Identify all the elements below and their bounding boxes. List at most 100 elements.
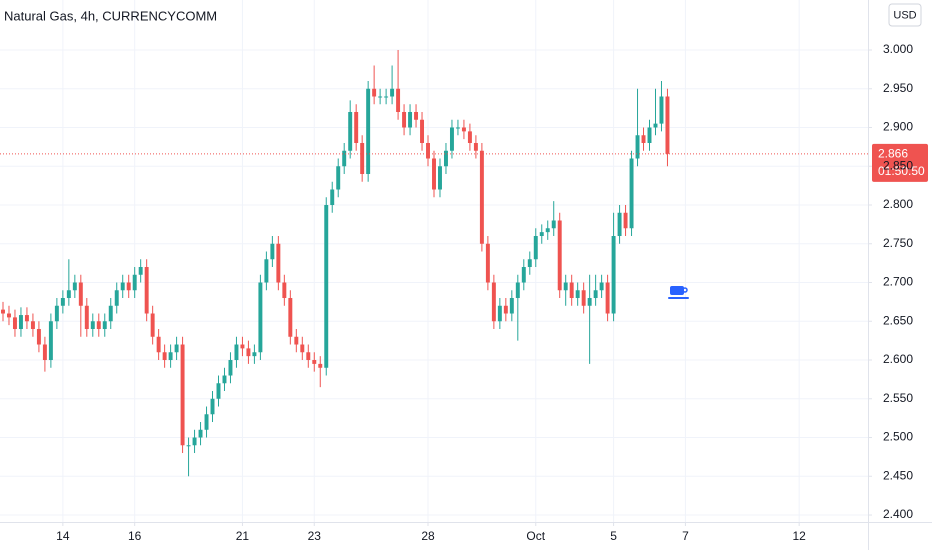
candle-body (438, 166, 442, 190)
candle-body (240, 344, 245, 349)
x-tick-label: 28 (421, 529, 435, 543)
cup-handle (682, 287, 688, 293)
candle-body (611, 236, 616, 314)
candle-body (270, 243, 275, 260)
candle-body (461, 127, 466, 132)
candle-body (90, 321, 95, 330)
candle-body (306, 352, 311, 361)
currency-button[interactable]: USD (888, 3, 922, 27)
candle-body (288, 298, 293, 337)
candle-body (563, 282, 568, 291)
candle-body (318, 363, 323, 368)
overlay: 2.866 01:50:50 (0, 143, 928, 182)
grid (0, 0, 868, 522)
candle-body (180, 344, 185, 446)
coffee-icon (668, 286, 689, 299)
candle-body (426, 142, 430, 159)
candle-body (282, 282, 287, 299)
candle-body (443, 150, 448, 167)
candle-body (126, 282, 131, 291)
y-tick-label: 2.700 (883, 275, 913, 289)
last-price-box (872, 143, 928, 182)
candle-body (503, 305, 508, 314)
candle-body (617, 212, 622, 237)
candle-body (665, 96, 670, 154)
y-tick-label: 2.850 (883, 158, 913, 172)
x-tick-label: 7 (682, 529, 689, 543)
candle-body (30, 321, 35, 330)
candle-body (551, 220, 556, 229)
candle-body (108, 305, 113, 322)
candle-body (210, 398, 215, 415)
x-tick-label: Oct (526, 529, 545, 543)
chart-title: Natural Gas, 4h, CURRENCYCOMM (4, 8, 217, 23)
candle-body (42, 344, 47, 361)
candle-body (414, 111, 419, 120)
candle-body (384, 96, 389, 98)
candle-body (432, 158, 436, 190)
candle-body (204, 414, 209, 430)
candle-body (102, 321, 107, 330)
y-tick-label: 2.550 (883, 391, 913, 405)
candle-body (473, 142, 478, 151)
candle-body (336, 166, 341, 190)
saucer (668, 297, 689, 299)
candle-body (132, 274, 137, 291)
candles (1, 49, 670, 477)
candle-body (138, 267, 143, 275)
y-tick-label: 2.750 (883, 236, 913, 250)
candle-body (150, 313, 155, 337)
countdown-label: 01:50:50 (878, 164, 925, 178)
candle-body (420, 119, 425, 143)
candle-body (162, 352, 167, 361)
candle-body (192, 437, 197, 446)
candle-body (575, 290, 580, 299)
candle-body (581, 290, 586, 306)
candle-body (246, 348, 251, 357)
candle-body (198, 429, 203, 438)
candle-body (569, 282, 574, 299)
candle-body (641, 135, 646, 143)
candle-body (276, 243, 281, 283)
currency-label[interactable]: USD (893, 9, 916, 21)
candle-body (396, 88, 401, 112)
candle-body (48, 321, 53, 361)
candle-body (330, 189, 335, 206)
candle-body (144, 267, 149, 314)
candle-body (7, 313, 11, 318)
candle-body (120, 282, 125, 291)
candle-body (629, 158, 634, 229)
candle-body (312, 360, 317, 364)
candle-body (60, 298, 65, 306)
candle-body (174, 344, 179, 353)
candle-body (593, 290, 598, 299)
y-tick-label: 2.800 (883, 197, 913, 211)
last-price-label: 2.866 (878, 147, 908, 161)
y-tick-label: 2.650 (883, 313, 913, 327)
x-tick-label: 12 (792, 529, 806, 543)
candle-body (557, 220, 562, 291)
candle-body (114, 290, 119, 306)
candle-body (342, 150, 347, 167)
candle-body (294, 336, 299, 345)
candle-body (96, 321, 101, 330)
candle-body (491, 282, 496, 322)
candle-body (390, 88, 395, 97)
candle-body (216, 383, 221, 399)
candle-body (647, 127, 652, 143)
candle-body (635, 135, 640, 159)
candle-body (653, 123, 658, 128)
candle-body (533, 236, 538, 260)
candle-body (54, 305, 59, 322)
x-tick-label: 16 (128, 529, 142, 543)
x-tick-label: 14 (56, 529, 70, 543)
x-tick-label: 21 (236, 529, 250, 543)
candle-body (485, 243, 490, 283)
candle-body (605, 282, 610, 314)
y-tick-label: 2.450 (883, 468, 913, 482)
currency-box[interactable] (888, 3, 922, 27)
x-tick-label: 23 (308, 529, 322, 543)
candle-body (354, 111, 359, 143)
